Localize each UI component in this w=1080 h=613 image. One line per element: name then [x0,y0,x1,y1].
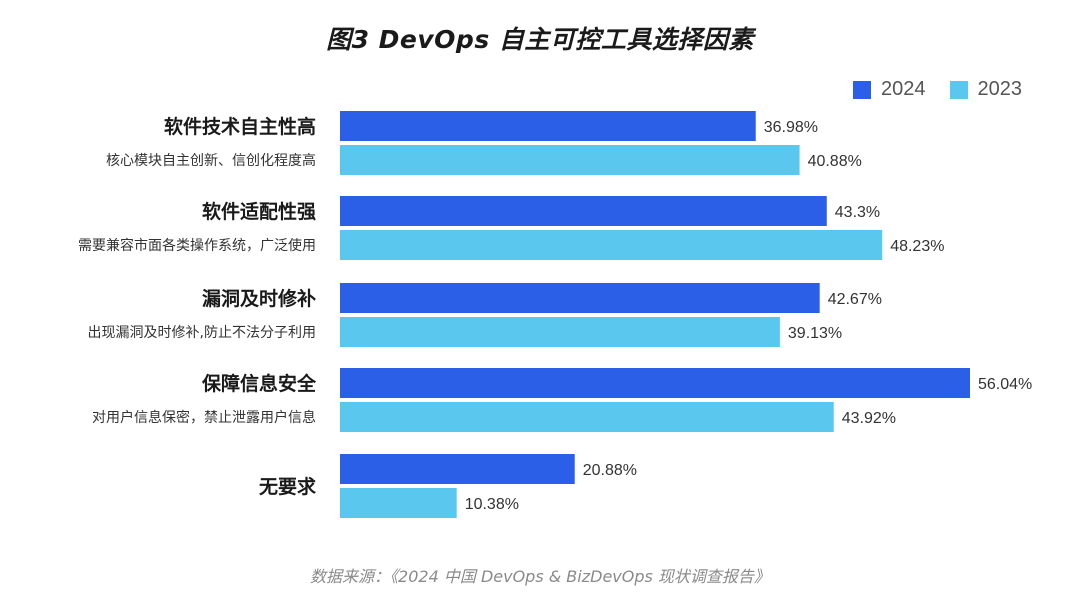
bar-2023-3 [340,317,780,347]
category-sublabel: 需要兼容市面各类操作系统，广泛使用 [78,237,316,254]
bar-2024-5 [340,454,575,484]
data-label-2023-3: 39.13% [788,325,842,342]
bar-2024-1 [340,111,756,141]
category-sublabel: 对用户信息保密，禁止泄露用户信息 [92,409,316,426]
data-label-2024-4: 56.04% [978,376,1032,393]
bar-2024-3 [340,283,820,313]
legend: 2024 2023 [829,78,1022,101]
legend-label-2024: 2024 [881,78,926,100]
legend-swatch-2023 [949,80,968,99]
data-label-2024-3: 42.67% [828,291,882,308]
data-label-2023-4: 43.92% [842,410,896,427]
legend-swatch-2024 [853,80,871,99]
bar-2024-4 [340,368,970,398]
legend-label-2023: 2023 [977,78,1023,100]
data-label-2024-5: 20.88% [583,462,637,479]
category-label: 软件适配性强 [202,200,316,223]
legend-item-2023: 2023 [949,78,1023,101]
chart-title: 图3 DevOps 自主可控工具选择因素 [326,25,754,54]
category-label: 软件技术自主性高 [164,115,316,138]
bar-2023-4 [340,402,834,432]
legend-item-2024: 2024 [853,78,926,101]
category-label: 保障信息安全 [201,372,317,395]
bar-2023-2 [340,230,883,260]
category-label: 漏洞及时修补 [202,287,316,310]
bar-2024-2 [340,196,827,226]
category-label: 无要求 [259,475,317,498]
bar-2023-5 [340,488,457,518]
bar-2023-1 [340,145,800,175]
data-label-2023-1: 40.88% [808,153,862,170]
data-label-2023-5: 10.38% [465,496,519,513]
category-sublabel: 核心模块自主创新、信创化程度高 [106,152,316,169]
data-label-2024-2: 43.3% [835,204,880,221]
data-source-note: 数据来源：《2024 中国 DevOps & BizDevOps 现状调查报告》 [310,567,770,586]
data-label-2024-1: 36.98% [764,119,818,136]
data-label-2023-2: 48.23% [890,238,944,255]
category-sublabel: 出现漏洞及时修补,防止不法分子利用 [88,325,316,341]
